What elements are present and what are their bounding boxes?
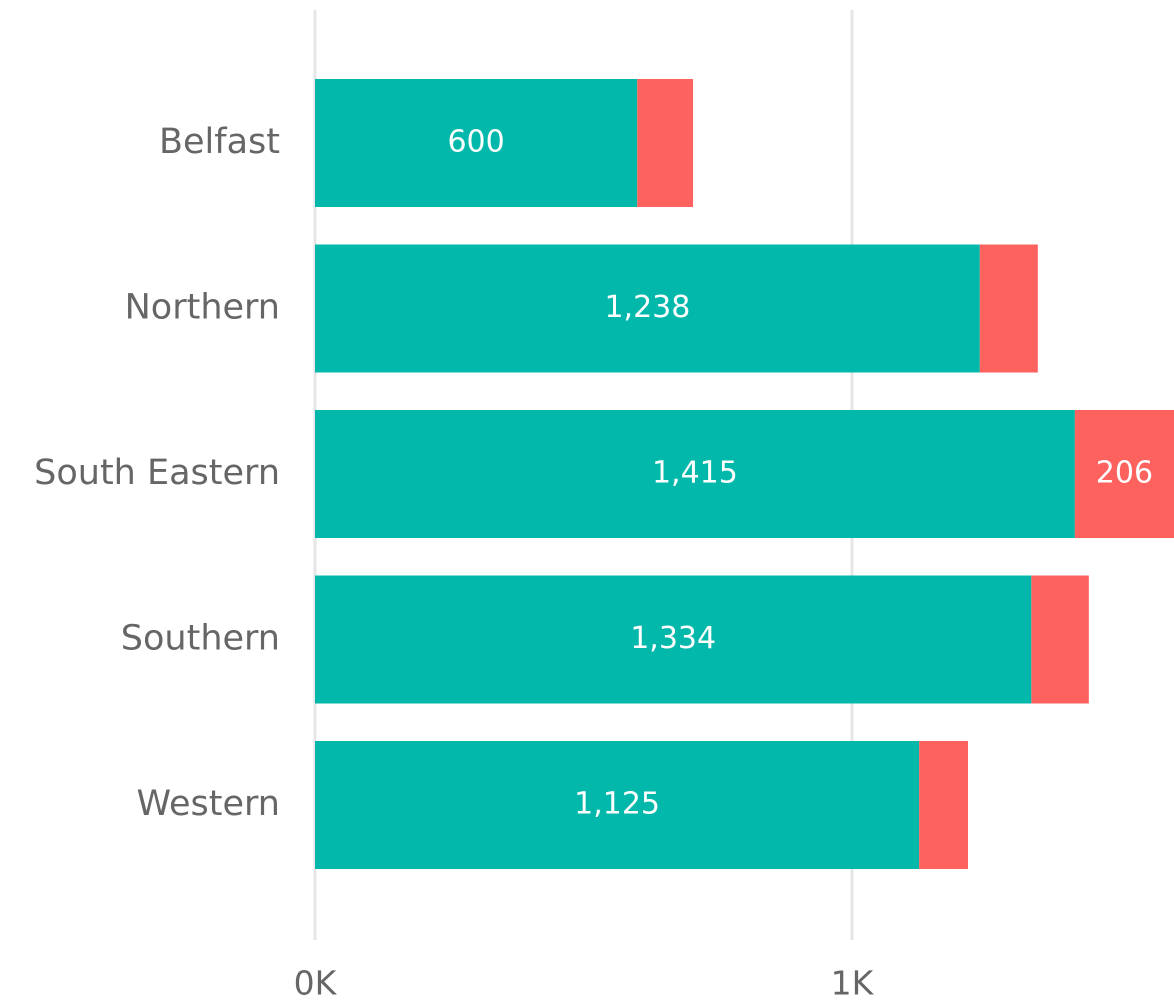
y-tick-label: Northern [125, 288, 280, 328]
bar-segment [315, 79, 638, 207]
y-tick-label: Belfast [159, 122, 280, 162]
data-label: 600 [447, 125, 504, 160]
data-label: 1,125 [574, 787, 660, 822]
data-label: 1,334 [630, 621, 716, 656]
bar-segment [315, 575, 1032, 704]
y-tick-label: Western [136, 784, 280, 824]
x-tick-label: 1K [831, 964, 875, 1000]
bar-segment [919, 741, 968, 869]
bar-segment [1031, 575, 1089, 704]
bar-segment [315, 741, 920, 869]
data-label: 1,238 [604, 290, 690, 325]
data-label: 206 [1096, 456, 1153, 491]
bar-segment [1074, 410, 1174, 538]
bar-segment [637, 79, 694, 207]
bar-segment [315, 410, 1075, 538]
bar-segment [315, 244, 980, 373]
y-tick-label: South Eastern [34, 453, 280, 493]
data-label: 1,415 [652, 456, 738, 491]
x-tick-label: 0K [294, 964, 338, 1000]
bar-segment [979, 244, 1038, 373]
y-tick-label: Southern [121, 619, 280, 659]
